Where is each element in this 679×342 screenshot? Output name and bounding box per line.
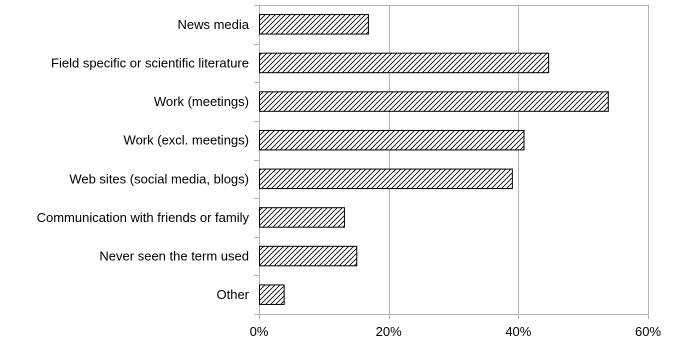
bar bbox=[259, 91, 609, 112]
category-label: Communication with friends or family bbox=[37, 210, 250, 225]
x-tick-label: 20% bbox=[376, 324, 402, 339]
bar bbox=[259, 284, 285, 305]
grid-lines bbox=[254, 5, 649, 319]
category-label: Never seen the term used bbox=[99, 249, 249, 264]
x-tick-label: 40% bbox=[505, 324, 531, 339]
category-label: Work (excl. meetings) bbox=[124, 133, 249, 148]
bar bbox=[259, 52, 550, 74]
bar bbox=[259, 207, 345, 228]
x-tick-labels: 0% 20% 40% 60% bbox=[250, 324, 662, 339]
bars bbox=[259, 14, 609, 305]
bar bbox=[259, 168, 513, 190]
x-tick-label: 60% bbox=[635, 324, 661, 339]
x-tick-label: 0% bbox=[250, 324, 269, 339]
category-label: Field specific or scientific literature bbox=[51, 55, 249, 70]
bar bbox=[259, 14, 369, 35]
bar bbox=[259, 245, 358, 267]
category-label: Web sites (social media, blogs) bbox=[69, 171, 249, 186]
category-label: Work (meetings) bbox=[154, 94, 249, 109]
category-labels: News media Field specific or scientific l… bbox=[37, 17, 250, 302]
category-label: Other bbox=[216, 287, 249, 302]
bar bbox=[259, 129, 525, 151]
category-label: News media bbox=[177, 17, 249, 32]
